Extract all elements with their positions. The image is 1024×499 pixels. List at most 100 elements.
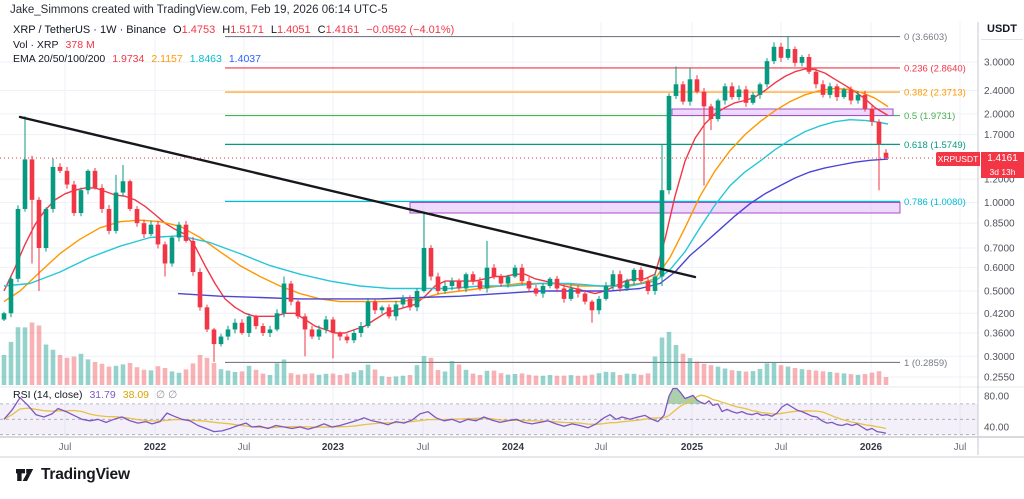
time-axis-label: Jul: [595, 442, 608, 453]
volume-bar: [603, 371, 609, 385]
candle: [204, 307, 210, 330]
ema-legend-row[interactable]: EMA 20/50/100/200 1.9734 2.1157 1.8463 1…: [13, 53, 261, 65]
candle: [463, 274, 469, 289]
change-value: −0.0592 (−4.01%): [366, 24, 455, 36]
candle: [155, 224, 161, 245]
candle: [372, 301, 378, 311]
ohlc-low: L1.4051: [270, 24, 311, 36]
volume-bar: [505, 374, 511, 385]
candle: [127, 181, 133, 209]
candle: [386, 307, 392, 317]
time-axis-label: Jul: [59, 442, 72, 453]
ema50-value: 2.1157: [151, 53, 183, 65]
candle: [442, 285, 448, 291]
descending-trendline[interactable]: [18, 115, 697, 279]
volume-bar: [232, 372, 238, 385]
volume-bar: [22, 327, 28, 385]
time-axis-label: 2022: [144, 442, 167, 453]
candle: [337, 332, 343, 337]
volume-bar: [645, 373, 651, 385]
time-axis-label: Jul: [238, 442, 251, 453]
volume-bar: [267, 375, 273, 385]
volume-bar: [106, 366, 112, 385]
rsi-legend-row[interactable]: RSI (14, close) 31.79 38.09 ∅ ∅: [13, 389, 177, 401]
volume-bar: [169, 371, 175, 385]
candle: [701, 91, 707, 107]
candle: [176, 224, 182, 238]
volume-bar: [92, 362, 98, 385]
candle: [78, 190, 84, 214]
volume-bar: [820, 371, 826, 385]
volume-bar: [876, 371, 882, 385]
candle: [414, 290, 420, 308]
volume-bar: [414, 365, 420, 385]
candle: [813, 71, 819, 85]
candle: [659, 190, 665, 277]
volume-bar: [8, 341, 14, 385]
candle: [393, 304, 399, 317]
candle: [547, 278, 553, 286]
time-axis-label: 2024: [502, 442, 525, 453]
volume-bar: [785, 366, 791, 385]
tradingview-logo-icon: [15, 466, 34, 484]
candle: [638, 269, 644, 282]
time-axis[interactable]: Jul 2022 Jul 2023 Jul 2024 Jul 2025 Jul 2026 Jul: [59, 442, 967, 453]
volume-bar: [540, 375, 546, 385]
volume-legend-row[interactable]: Vol · XRP 378 M: [13, 39, 95, 51]
price-scale-tick: 0.7000: [984, 243, 1015, 254]
symbol-legend-row[interactable]: XRP / TetherUS · 1W · Binance O1.4753 H1…: [13, 24, 454, 36]
volume-bar: [29, 322, 35, 385]
volume-bar: [498, 373, 504, 385]
volume-bar: [855, 374, 861, 385]
candle: [246, 316, 252, 333]
candle: [71, 184, 77, 214]
volume-bar: [197, 355, 203, 385]
volume-bar: [841, 373, 847, 385]
ema-label: EMA 20/50/100/200: [13, 53, 106, 65]
time-axis-label: 2023: [322, 442, 345, 453]
volume-bar: [162, 368, 168, 385]
volume-bar: [659, 337, 665, 385]
candle: [190, 240, 196, 273]
price-scale-tick: 2.4000: [984, 86, 1015, 97]
candle: [505, 276, 511, 284]
candle: [22, 159, 28, 209]
fib-level-label: 1 (0.2859): [904, 358, 947, 369]
candle: [274, 313, 280, 330]
volume-bar: [316, 374, 322, 385]
candle: [589, 301, 595, 311]
volume-bar: [575, 375, 581, 385]
tradingview-logo[interactable]: TradingView: [15, 466, 130, 484]
volume-bar: [190, 363, 196, 385]
price-scale-currency[interactable]: USDT: [981, 23, 1023, 40]
candle: [330, 319, 336, 333]
candle: [260, 326, 266, 333]
candle: [162, 244, 168, 264]
volume-bar: [421, 356, 427, 385]
ohlc-open: O1.4753: [173, 24, 216, 36]
volume-bar: [519, 373, 525, 385]
volume-bar: [113, 365, 119, 385]
ema20-value: 1.9734: [112, 53, 145, 65]
volume-bar: [323, 373, 329, 385]
volume-bar: [463, 369, 469, 385]
candle: [596, 298, 602, 311]
volume-bar: [155, 366, 161, 385]
volume-bar: [666, 331, 672, 385]
price-scale-tick: 0.3000: [984, 352, 1015, 363]
candle: [470, 274, 476, 282]
candle: [603, 285, 609, 299]
volume-bar: [526, 374, 532, 385]
candle: [358, 326, 364, 333]
volume-bar: [869, 372, 875, 385]
volume-bar: [218, 369, 224, 385]
candle: [449, 281, 455, 286]
volume-bar: [736, 370, 742, 385]
price-scale-tick: 0.2550: [984, 373, 1015, 384]
volume-bar: [673, 345, 679, 385]
candle: [477, 281, 483, 289]
volume-bar: [680, 353, 686, 385]
price-scale[interactable]: 3.0000 2.4000 2.0000 1.7000 1.2000 1.0000 0.85…: [984, 57, 1015, 433]
volume-bar: [561, 375, 567, 385]
